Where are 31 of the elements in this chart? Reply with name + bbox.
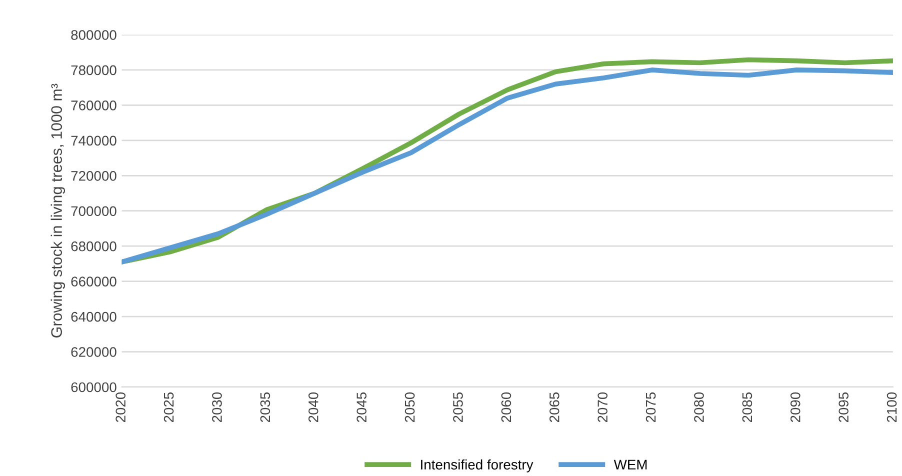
x-tick-label: 2030 [212,392,222,422]
x-tick-label: 2055 [453,392,463,422]
x-tick-label: 2075 [646,392,656,422]
y-tick-label: 620000 [71,347,116,357]
x-tick-label: 2085 [742,392,752,422]
x-tick-label: 2040 [308,392,318,422]
y-tick-label: 740000 [71,136,116,146]
y-tick-label: 800000 [71,30,116,40]
y-tick-label: 680000 [71,241,116,252]
x-tick-label: 2080 [694,392,704,422]
y-tick-label: 660000 [71,276,116,286]
y-tick-label: 640000 [71,312,116,322]
legend-label: Intensified forestry [421,459,534,472]
x-tick-label: 2020 [116,392,126,422]
x-tick-label: 2025 [164,392,174,422]
x-tick-label: 2045 [356,392,366,422]
x-tick-label: 2095 [838,392,849,422]
legend-label: WEM [614,460,647,470]
x-tick-label: 2065 [549,392,560,422]
y-tick-label: 720000 [71,170,116,181]
x-tick-label: 2060 [501,392,512,422]
x-tick-label: 2100 [886,392,897,422]
y-tick-label: 600000 [71,382,116,392]
x-tick-label: 2090 [790,392,800,422]
y-tick-label: 700000 [71,206,116,216]
x-tick-label: 2050 [404,392,415,422]
x-tick-label: 2070 [598,392,608,422]
y-tick-label: 780000 [71,65,116,76]
x-tick-label: 2035 [260,392,270,422]
y-tick-label: 760000 [71,100,116,110]
y-axis-title: Growing stock in living trees, 1000 m³ [50,84,66,338]
